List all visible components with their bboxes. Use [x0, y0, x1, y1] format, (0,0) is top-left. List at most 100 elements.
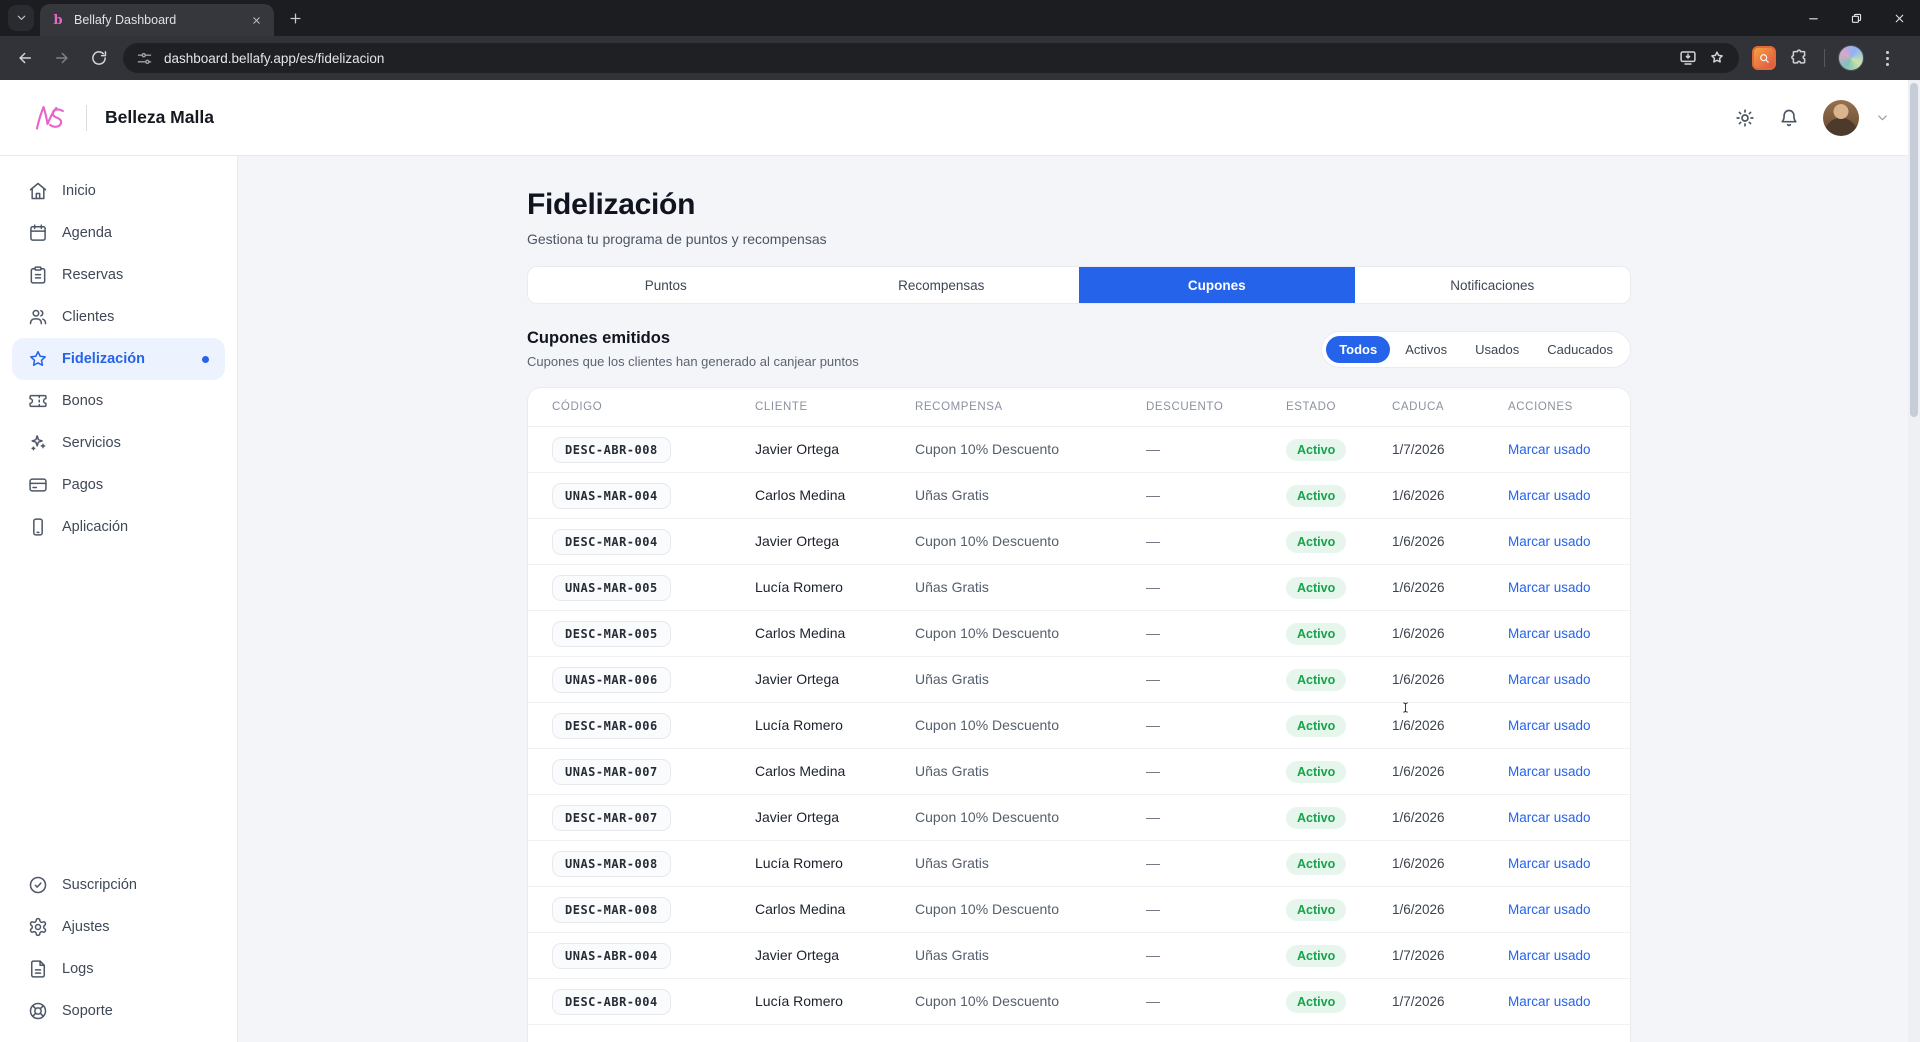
coupons-table: CÓDIGO CLIENTE RECOMPENSA DESCUENTO ESTADO CA…: [527, 387, 1631, 1042]
screenshot-extension-icon[interactable]: [1752, 46, 1776, 70]
sidebar-item-pagos[interactable]: Pagos: [12, 464, 225, 506]
mark-used-link[interactable]: Marcar usado: [1508, 947, 1591, 963]
restore-button[interactable]: [1850, 12, 1863, 25]
coupon-code-badge: UNAS-MAR-004: [552, 482, 671, 509]
tab-search-button[interactable]: [8, 5, 34, 31]
expiry-date: 1/6/2026: [1392, 671, 1445, 687]
status-badge: Activo: [1286, 944, 1347, 967]
reward-name: Cupon 10% Descuento: [915, 532, 1059, 549]
mark-used-link[interactable]: Marcar usado: [1508, 901, 1591, 917]
mark-used-link[interactable]: Marcar usado: [1508, 717, 1591, 733]
discount-value: —: [1146, 486, 1160, 503]
sidebar-item-inicio[interactable]: Inicio: [12, 170, 225, 212]
table-row: UNAS-MAR-006 Javier Ortega Uñas Gratis — Act…: [528, 657, 1630, 703]
discount-value: —: [1146, 670, 1160, 687]
account-chevron-down-icon[interactable]: [1875, 110, 1890, 125]
mark-used-link[interactable]: Marcar usado: [1508, 671, 1591, 687]
reload-button[interactable]: [82, 41, 116, 75]
filter-chip-caducados[interactable]: Caducados: [1547, 341, 1613, 357]
mark-used-link[interactable]: Marcar usado: [1508, 625, 1591, 641]
client-name: Javier Ortega: [755, 532, 840, 549]
mark-used-link[interactable]: Marcar usado: [1508, 855, 1591, 871]
sidebar-item-agenda[interactable]: Agenda: [12, 212, 225, 254]
coupon-code-badge: UNAS-MAR-007: [552, 758, 671, 785]
discount-value: —: [1146, 532, 1160, 549]
mark-used-link[interactable]: Marcar usado: [1508, 993, 1591, 1009]
filter-chip-todos[interactable]: Todos: [1326, 335, 1391, 363]
extensions-puzzle-icon[interactable]: [1787, 46, 1811, 70]
expiry-date: 1/6/2026: [1392, 809, 1445, 825]
brand-separator: [86, 104, 87, 131]
mark-used-link[interactable]: Marcar usado: [1508, 809, 1591, 825]
coupon-code-badge: UNAS-MAR-008: [552, 850, 671, 877]
sidebar-item-soporte[interactable]: Soporte: [12, 990, 225, 1032]
users-icon: [28, 307, 48, 327]
chevron-down-icon: [15, 11, 28, 24]
browser-profile-avatar[interactable]: [1838, 45, 1864, 71]
sidebar-item-servicios[interactable]: Servicios: [12, 422, 225, 464]
url-text[interactable]: dashboard.bellafy.app/es/fidelizacion: [164, 50, 385, 66]
mark-used-link[interactable]: Marcar usado: [1508, 579, 1591, 595]
filter-chip-activos[interactable]: Activos: [1405, 341, 1448, 357]
new-tab-button[interactable]: [282, 5, 308, 31]
sidebar-item-aplicacion[interactable]: Aplicación: [12, 506, 225, 548]
tab-recompensas[interactable]: Recompensas: [898, 277, 985, 293]
coupon-code-badge: DESC-ABR-004: [552, 988, 671, 1015]
mark-used-link[interactable]: Marcar usado: [1508, 533, 1591, 549]
home-icon: [28, 181, 48, 201]
coupon-code-badge: DESC-MAR-007: [552, 804, 671, 831]
discount-value: —: [1146, 440, 1160, 457]
sidebar-item-fidelizacion[interactable]: Fidelización: [12, 338, 225, 380]
theme-toggle-button[interactable]: [1735, 108, 1755, 128]
expiry-date: 1/6/2026: [1392, 533, 1445, 549]
active-notification-dot: [202, 355, 209, 363]
browser-scrollbar: [1908, 80, 1920, 1042]
toolbar-separator: [1824, 49, 1825, 67]
bookmark-star-icon[interactable]: [1708, 49, 1726, 67]
sidebar-item-reservas[interactable]: Reservas: [12, 254, 225, 296]
sidebar-item-bonos[interactable]: Bonos: [12, 380, 225, 422]
kebab-menu-icon: [1885, 56, 1889, 60]
reward-name: Uñas Gratis: [915, 486, 989, 503]
gear-icon: [28, 917, 48, 937]
sidebar-item-ajustes[interactable]: Ajustes: [12, 906, 225, 948]
tab-notificaciones[interactable]: Notificaciones: [1450, 277, 1535, 293]
site-settings-icon[interactable]: [136, 50, 153, 67]
mark-used-link[interactable]: Marcar usado: [1508, 487, 1591, 503]
status-badge: Activo: [1286, 806, 1347, 829]
mark-used-link[interactable]: Marcar usado: [1508, 441, 1591, 457]
column-header: CLIENTE: [755, 401, 808, 413]
browser-tabstrip: b Bellafy Dashboard: [0, 0, 1920, 36]
address-bar[interactable]: dashboard.bellafy.app/es/fidelizacion: [123, 43, 1739, 73]
tab-cupones[interactable]: Cupones: [1079, 267, 1355, 303]
sidebar-item-clientes[interactable]: Clientes: [12, 296, 225, 338]
notifications-button[interactable]: [1779, 108, 1799, 128]
sparkles-icon: [28, 433, 48, 453]
browser-tab[interactable]: b Bellafy Dashboard: [40, 4, 274, 36]
discount-value: —: [1146, 900, 1160, 917]
install-app-icon[interactable]: [1679, 49, 1697, 67]
client-name: Javier Ortega: [755, 946, 840, 963]
tab-puntos[interactable]: Puntos: [644, 277, 687, 293]
expiry-date: 1/6/2026: [1392, 901, 1445, 917]
client-name: Lucía Romero: [755, 716, 843, 733]
discount-value: —: [1146, 578, 1160, 595]
user-avatar[interactable]: [1823, 99, 1859, 136]
sidebar-item-label: Pagos: [62, 477, 104, 493]
back-button[interactable]: [8, 41, 42, 75]
sidebar-item-logs[interactable]: Logs: [12, 948, 225, 990]
column-header: CADUCA: [1392, 401, 1445, 413]
forward-button[interactable]: [45, 41, 79, 75]
mark-used-link[interactable]: Marcar usado: [1508, 763, 1591, 779]
minimize-button[interactable]: [1807, 12, 1820, 25]
tab-close-button[interactable]: [248, 12, 264, 28]
scrollbar-thumb[interactable]: [1910, 83, 1918, 417]
browser-menu-button[interactable]: [1875, 46, 1899, 70]
status-badge: Activo: [1286, 622, 1347, 645]
expiry-date: 1/6/2026: [1392, 625, 1445, 641]
table-row: DESC-MAR-004 Javier Ortega Cupon 10% Descu…: [528, 519, 1630, 565]
filter-chip-usados[interactable]: Usados: [1475, 341, 1520, 357]
close-window-button[interactable]: [1893, 12, 1906, 25]
sidebar-item-suscripcion[interactable]: Suscripción: [12, 864, 225, 906]
table-row: DESC-MAR-007 Javier Ortega Cupon 10% Descu…: [528, 795, 1630, 841]
